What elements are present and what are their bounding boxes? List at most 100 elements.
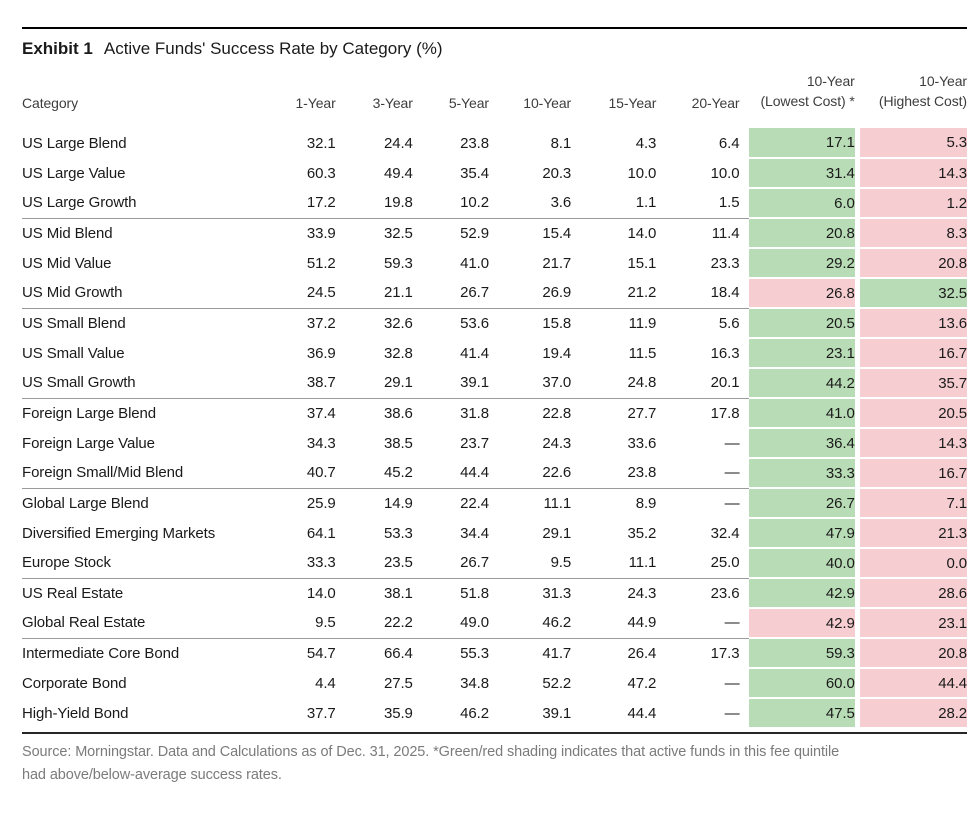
cell-value: 34.8: [460, 674, 489, 692]
cell-category: US Small Growth: [22, 374, 136, 392]
cell-value: 41.4: [460, 344, 489, 362]
cell-highest-cost: 23.1: [859, 608, 967, 639]
cell-highest-cost: 20.8: [859, 248, 967, 279]
cell-highest-cost: 32.5: [859, 278, 967, 309]
column-gap: [739, 668, 749, 698]
cell-value: 11.5: [628, 344, 657, 362]
header-line: 10-Year: [806, 73, 855, 89]
cell-lowest-cost: 26.8: [749, 278, 855, 309]
cell-highest-cost: 5.3: [859, 128, 967, 159]
cell-value: —: [724, 464, 740, 482]
cell-value: 26.9: [542, 284, 572, 302]
source-note: Source: Morningstar. Data and Calculatio…: [22, 741, 967, 787]
cell-value: 16.3: [710, 344, 740, 362]
cell-value: 19.4: [542, 344, 572, 362]
cell-lowest-cost: 31.4: [749, 158, 855, 189]
cell-category: High-Yield Bond: [22, 704, 129, 722]
cell-category: Global Real Estate: [22, 614, 146, 632]
cell-value: 24.3: [571, 577, 656, 608]
cell-lowest-cost: 23.1: [749, 338, 855, 369]
cell-highest-cost: 8.3: [859, 218, 967, 249]
column-gap: [739, 608, 749, 638]
column-gap: [739, 307, 750, 338]
cell-highest-cost: 44.4: [859, 668, 967, 699]
cell-value: 14.9: [335, 487, 413, 518]
cell-value: 44.9: [627, 614, 657, 632]
column-gap: [739, 338, 749, 368]
cell-highest-cost: 20.8: [859, 638, 967, 669]
column-gap: [739, 158, 749, 188]
cell-value: 21.2: [627, 284, 657, 302]
cell-lowest-cost: 41.0: [749, 398, 855, 429]
cell-highest-cost: 21.3: [859, 518, 967, 549]
cell-category: US Small Blend: [22, 307, 255, 338]
source-note-line: Source: Morningstar. Data and Calculatio…: [22, 744, 840, 760]
cell-value: 38.1: [335, 577, 413, 608]
cell-value: 39.1: [542, 704, 572, 722]
cell-value: 34.4: [460, 524, 489, 542]
column-gap: [739, 637, 750, 668]
cell-value: 29.1: [384, 374, 413, 392]
cell-highest-cost: 20.5: [859, 398, 967, 429]
cell-value: 23.5: [384, 554, 413, 572]
table-row: Foreign Large Value 34.3 38.5 23.7 24.3 33.6 —…: [22, 428, 967, 459]
cell-value: 19.8: [384, 194, 413, 212]
cell-lowest-cost: 6.0: [749, 188, 855, 219]
column-gap: [739, 518, 749, 548]
cell-value: 36.9: [306, 344, 336, 362]
table-row: US Mid Growth 24.5 21.1 26.7 26.9 21.2 18.4 26.…: [22, 278, 967, 309]
cell-value: 32.1: [306, 134, 336, 152]
cell-highest-cost: 28.6: [859, 578, 967, 609]
cell-value: 24.3: [542, 434, 572, 452]
cell-value: 20.3: [542, 164, 572, 182]
table-header-row: Category 1-Year 3-Year 5-Year 10-Year 15…: [22, 71, 967, 128]
cell-value: 41.0: [460, 254, 489, 272]
table-row: US Mid Blend 33.9 32.5 52.9 15.4 14.0 11.4 20.8…: [22, 217, 967, 249]
column-header-5-year: 5-Year: [448, 95, 489, 111]
column-header-15-year: 15-Year: [608, 95, 657, 111]
cell-value: 32.6: [335, 307, 413, 338]
cell-value: 21.7: [542, 254, 572, 272]
column-gap: [739, 397, 750, 428]
cell-category: US Mid Blend: [22, 217, 255, 248]
cell-value: 44.4: [627, 704, 657, 722]
cell-value: 6.4: [718, 134, 740, 152]
cell-lowest-cost: 42.9: [749, 578, 855, 609]
cell-category: Foreign Small/Mid Blend: [22, 464, 184, 482]
cell-lowest-cost: 47.9: [749, 518, 855, 549]
cell-category: US Large Value: [22, 164, 126, 182]
cell-lowest-cost: 17.1: [749, 128, 855, 159]
table-row: US Large Growth 17.2 19.8 10.2 3.6 1.1 1.5 6.0 1…: [22, 188, 967, 219]
cell-value: 17.8: [656, 397, 740, 428]
cell-value: 15.4: [488, 217, 571, 248]
column-gap: [739, 428, 749, 458]
cell-lowest-cost: 40.0: [749, 548, 855, 579]
table-row: Corporate Bond 4.4 27.5 34.8 52.2 47.2 — 60.0 44…: [22, 668, 967, 699]
cell-value: 8.1: [550, 134, 572, 152]
table-row: US Small Growth 38.7 29.1 39.1 37.0 24.8 20.1 4…: [22, 368, 967, 399]
cell-value: 46.2: [542, 614, 572, 632]
table-row: Foreign Large Blend 37.4 38.6 31.8 22.8 27.7 1…: [22, 397, 967, 429]
cell-value: 22.4: [412, 487, 489, 518]
cell-highest-cost: 28.2: [859, 698, 967, 729]
cell-highest-cost: 1.2: [859, 188, 967, 219]
cell-value: 35.4: [460, 164, 489, 182]
table-body: US Large Blend 32.1 24.4 23.8 8.1 4.3 6.4 17.1 5…: [22, 128, 967, 729]
cell-value: 11.9: [571, 307, 656, 338]
cell-category: US Real Estate: [22, 577, 255, 608]
bottom-rule: [22, 732, 967, 734]
cell-value: 17.2: [306, 194, 336, 212]
cell-value: 52.2: [542, 674, 572, 692]
cell-value: —: [724, 704, 740, 722]
header-line: (Lowest Cost) *: [760, 93, 855, 109]
cell-value: 11.1: [628, 554, 657, 572]
cell-value: 32.4: [710, 524, 740, 542]
cell-value: 18.4: [710, 284, 740, 302]
cell-lowest-cost: 36.4: [749, 428, 855, 459]
cell-value: 27.5: [384, 674, 413, 692]
cell-value: 35.9: [384, 704, 413, 722]
column-header-1-year: 1-Year: [295, 95, 336, 111]
cell-value: 26.7: [460, 554, 489, 572]
cell-value: 51.2: [306, 254, 336, 272]
column-gap: [739, 368, 749, 398]
